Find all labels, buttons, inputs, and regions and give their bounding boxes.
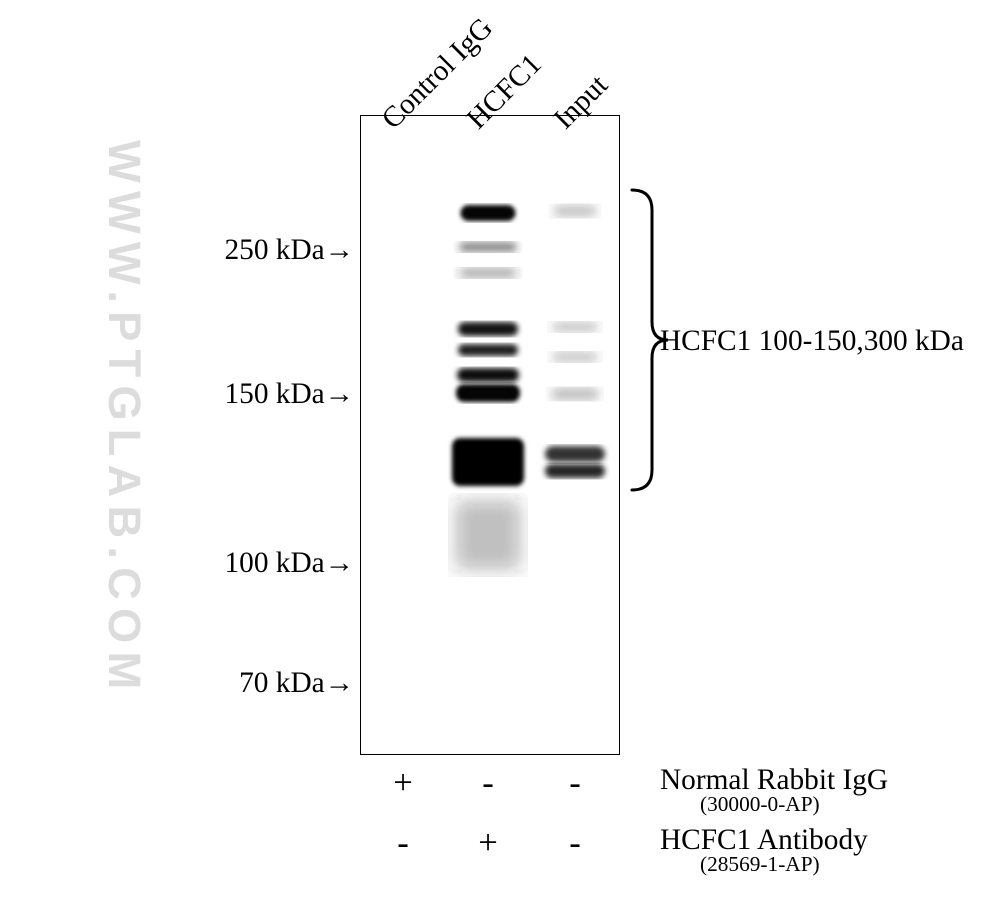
treatment-cell-r1-l0: -	[389, 824, 417, 863]
treatment-cell-r0-l1: -	[474, 764, 502, 803]
band-3	[458, 322, 518, 336]
band-9	[553, 205, 597, 217]
band-13	[545, 446, 605, 462]
band-0	[461, 205, 516, 221]
mw-marker-2: 100 kDa→	[224, 547, 354, 580]
band-4	[458, 344, 518, 356]
band-5	[457, 368, 519, 382]
mw-marker-0: 250 kDa→	[224, 234, 354, 267]
band-6	[456, 384, 520, 402]
mw-marker-1: 150 kDa→	[224, 378, 354, 411]
treatment-catalog-0: (30000-0-AP)	[700, 792, 820, 817]
band-14	[545, 464, 605, 478]
band-12	[551, 388, 599, 400]
treatment-cell-r1-l2: -	[561, 824, 589, 863]
band-10	[552, 322, 598, 332]
band-11	[552, 352, 598, 362]
figure-stage: WWW.PTGLAB.COM Control IgGHCFC1Input 250…	[0, 0, 1000, 903]
band-7	[452, 438, 524, 486]
treatment-cell-r1-l1: +	[474, 824, 502, 863]
band-2	[459, 268, 517, 278]
treatment-cell-r0-l0: +	[389, 764, 417, 803]
bands-group	[452, 205, 605, 570]
treatment-catalog-1: (28569-1-AP)	[700, 852, 820, 877]
band-8	[455, 500, 521, 570]
band-annotation: HCFC1 100-150,300 kDa	[660, 325, 964, 358]
mw-marker-3: 70 kDa→	[239, 667, 354, 700]
band-1	[459, 242, 517, 252]
treatment-cell-r0-l2: -	[561, 764, 589, 803]
